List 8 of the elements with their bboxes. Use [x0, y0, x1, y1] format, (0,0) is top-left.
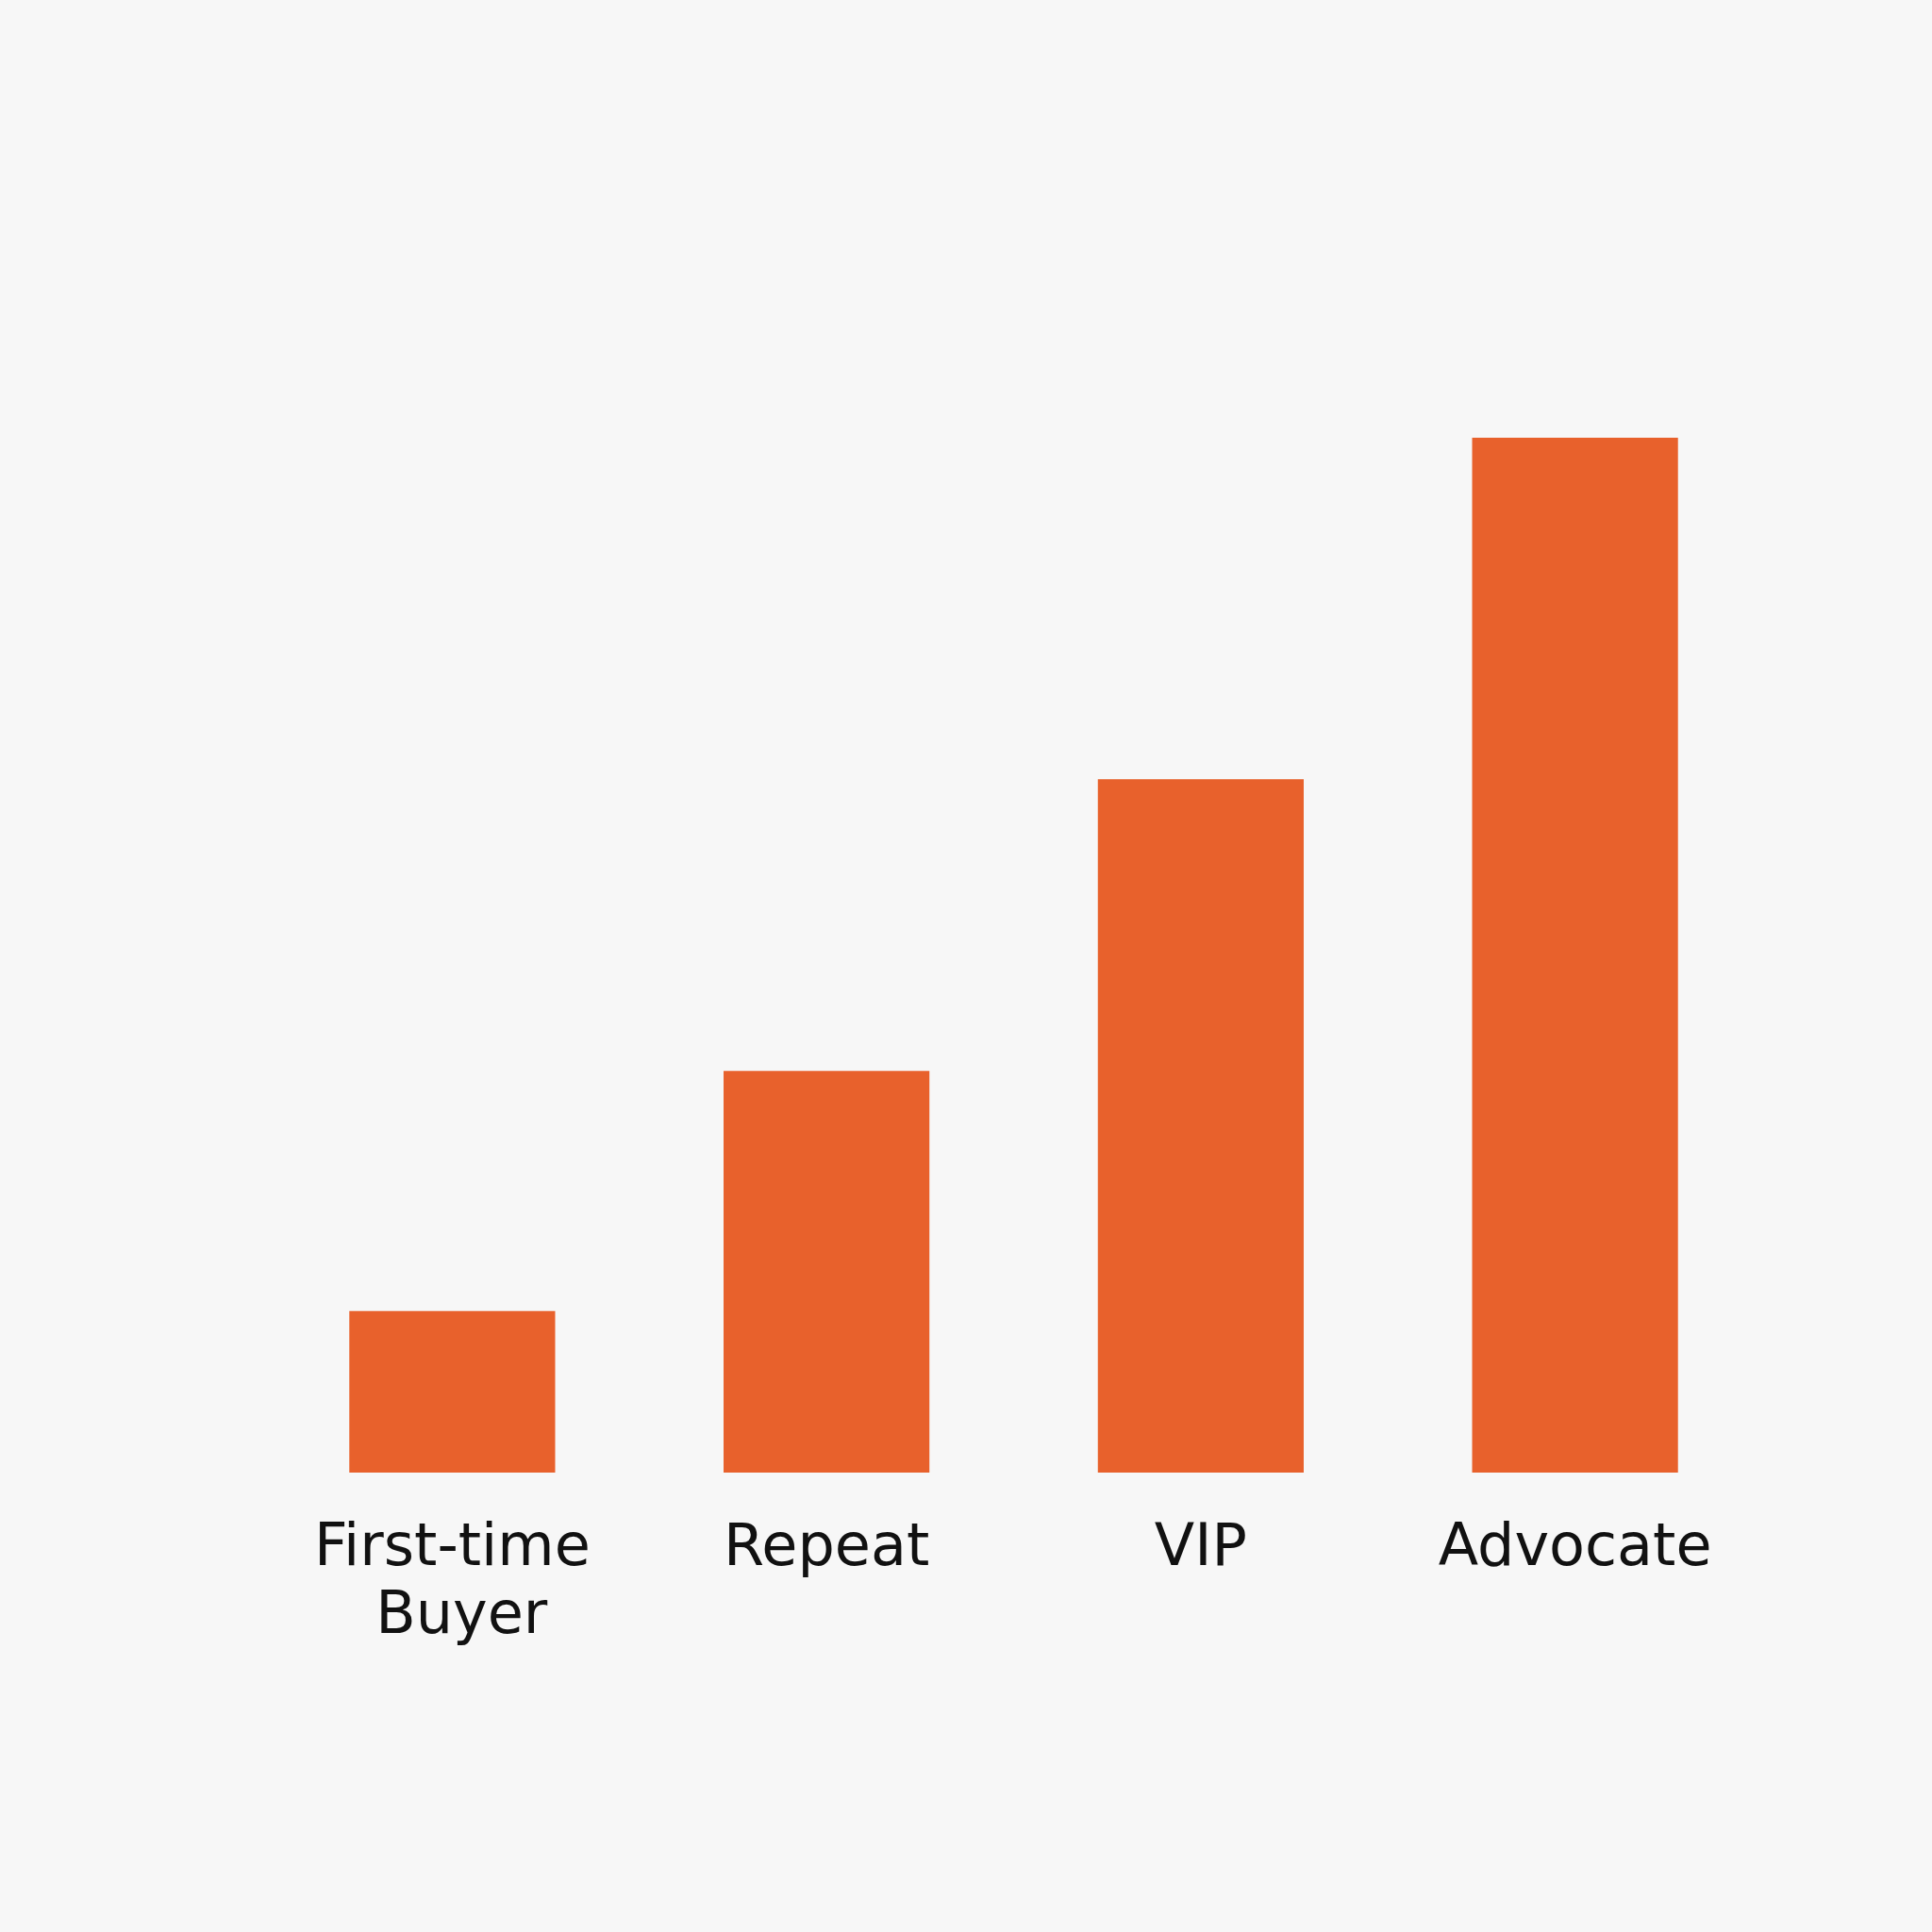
bar — [349, 1310, 556, 1473]
bar — [724, 1071, 930, 1473]
x-tick-label: VIP — [1154, 1509, 1247, 1579]
x-tick-label: Advocate — [1438, 1509, 1712, 1579]
x-tick-label: Repeat — [724, 1509, 930, 1579]
bar — [1097, 779, 1304, 1473]
x-tick-label: First-time Buyer — [313, 1509, 591, 1647]
bar — [1472, 438, 1678, 1473]
